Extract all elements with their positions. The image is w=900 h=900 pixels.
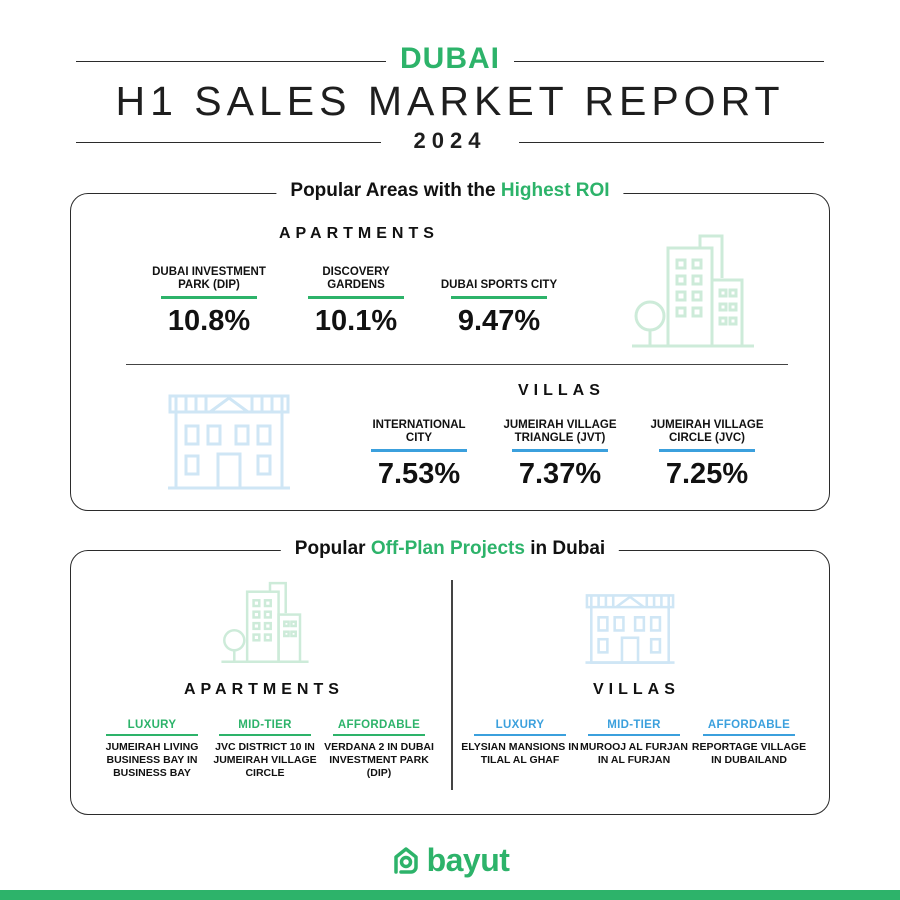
- apartment-building-icon: [221, 581, 309, 663]
- roi-apartment-item: DISCOVERY GARDENS 10.1%: [297, 264, 415, 338]
- offplan-project-name: JUMEIRAH LIVING BUSINESS BAY IN BUSINESS…: [105, 741, 199, 779]
- year-rule-left: [76, 142, 381, 143]
- roi-value: 7.53%: [377, 458, 461, 490]
- roi-area-name: JUMEIRAH VILLAGE CIRCLE (JVC): [650, 419, 764, 444]
- roi-section-title: Popular Areas with the Highest ROI: [276, 180, 624, 202]
- roi-villa-item: JUMEIRAH VILLAGE CIRCLE (JVC) 7.25%: [648, 417, 766, 491]
- roi-apartments-heading: APARTMENTS: [279, 225, 439, 242]
- report-title: H1 SALES MARKET REPORT: [115, 78, 785, 124]
- report-year: 2024: [413, 128, 487, 153]
- roi-area-name: INTERNATIONAL CITY: [372, 419, 466, 444]
- brand-logo: bayut: [0, 838, 900, 882]
- roi-apartment-item: DUBAI SPORTS CITY 9.47%: [440, 264, 558, 338]
- roi-underline: [371, 449, 467, 452]
- year-rule-right: [519, 142, 824, 143]
- offplan-center-divider: [451, 580, 453, 790]
- roi-underline: [659, 449, 755, 452]
- offplan-project-name: ELYSIAN MANSIONS IN TILAL AL GHAF: [461, 741, 579, 766]
- roi-value: 10.1%: [314, 305, 398, 337]
- offplan-tier: MID-TIER: [238, 719, 292, 731]
- footer-bar: [0, 890, 900, 900]
- offplan-underline: [219, 734, 311, 736]
- header-rule-left: [76, 61, 386, 62]
- offplan-project-name: JVC DISTRICT 10 IN JUMEIRAH VILLAGE CIRC…: [213, 741, 317, 779]
- roi-underline: [512, 449, 608, 452]
- roi-area-name: DUBAI INVESTMENT PARK (DIP): [152, 266, 266, 291]
- roi-title-highlight: Highest ROI: [500, 180, 610, 201]
- roi-area-name: JUMEIRAH VILLAGE TRIANGLE (JVT): [503, 419, 617, 444]
- offplan-title-prefix: Popular: [294, 538, 371, 559]
- roi-underline: [451, 296, 547, 299]
- offplan-underline: [703, 734, 795, 736]
- offplan-project-name: MUROOJ AL FURJAN IN AL FURJAN: [580, 741, 688, 766]
- offplan-apartments-heading: APARTMENTS: [184, 681, 344, 698]
- offplan-apartment-item: AFFORDABLE VERDANA 2 IN DUBAI INVESTMENT…: [320, 719, 438, 780]
- offplan-villa-item: MID-TIER MUROOJ AL FURJAN IN AL FURJAN: [575, 719, 693, 767]
- roi-value: 7.25%: [665, 458, 749, 490]
- offplan-underline: [588, 734, 680, 736]
- offplan-project-name: VERDANA 2 IN DUBAI INVESTMENT PARK (DIP): [324, 741, 434, 779]
- roi-villas-heading: VILLAS: [518, 382, 605, 399]
- villa-house-icon: [585, 594, 675, 664]
- roi-underline: [161, 296, 257, 299]
- offplan-tier: LUXURY: [495, 719, 545, 731]
- roi-villa-item: JUMEIRAH VILLAGE TRIANGLE (JVT) 7.37%: [501, 417, 619, 491]
- offplan-villa-item: LUXURY ELYSIAN MANSIONS IN TILAL AL GHAF: [461, 719, 579, 767]
- offplan-tier: MID-TIER: [607, 719, 661, 731]
- offplan-tier: LUXURY: [127, 719, 177, 731]
- offplan-villa-item: AFFORDABLE REPORTAGE VILLAGE IN DUBAILAN…: [690, 719, 808, 767]
- offplan-apartment-item: MID-TIER JVC DISTRICT 10 IN JUMEIRAH VIL…: [206, 719, 324, 780]
- bayut-logo-icon: [393, 847, 418, 874]
- roi-divider: [126, 364, 788, 365]
- offplan-tier: AFFORDABLE: [337, 719, 421, 731]
- offplan-project-name: REPORTAGE VILLAGE IN DUBAILAND: [691, 741, 807, 766]
- offplan-title-suffix: in Dubai: [524, 538, 606, 559]
- report-city: DUBAI: [400, 42, 500, 75]
- roi-apartment-item: DUBAI INVESTMENT PARK (DIP) 10.8%: [150, 264, 268, 338]
- offplan-underline: [106, 734, 198, 736]
- header-rule-right: [514, 61, 824, 62]
- roi-area-name: DISCOVERY GARDENS: [322, 266, 390, 291]
- roi-villa-item: INTERNATIONAL CITY 7.53%: [360, 417, 478, 491]
- roi-value: 9.47%: [457, 305, 541, 337]
- brand-name: bayut: [426, 841, 510, 878]
- roi-value: 10.8%: [167, 305, 251, 337]
- roi-area-name: DUBAI SPORTS CITY: [440, 279, 558, 291]
- offplan-villas-heading: VILLAS: [593, 681, 680, 698]
- roi-underline: [308, 296, 404, 299]
- offplan-underline: [474, 734, 566, 736]
- offplan-underline: [333, 734, 425, 736]
- offplan-title-highlight: Off-Plan Projects: [370, 538, 525, 559]
- roi-title-prefix: Popular Areas with the: [290, 180, 501, 201]
- apartment-building-icon: [632, 234, 754, 348]
- roi-value: 7.37%: [518, 458, 602, 490]
- offplan-tier: AFFORDABLE: [707, 719, 791, 731]
- offplan-section-title: Popular Off-Plan Projects in Dubai: [280, 538, 620, 560]
- offplan-apartment-item: LUXURY JUMEIRAH LIVING BUSINESS BAY IN B…: [93, 719, 211, 780]
- villa-house-icon: [168, 394, 290, 490]
